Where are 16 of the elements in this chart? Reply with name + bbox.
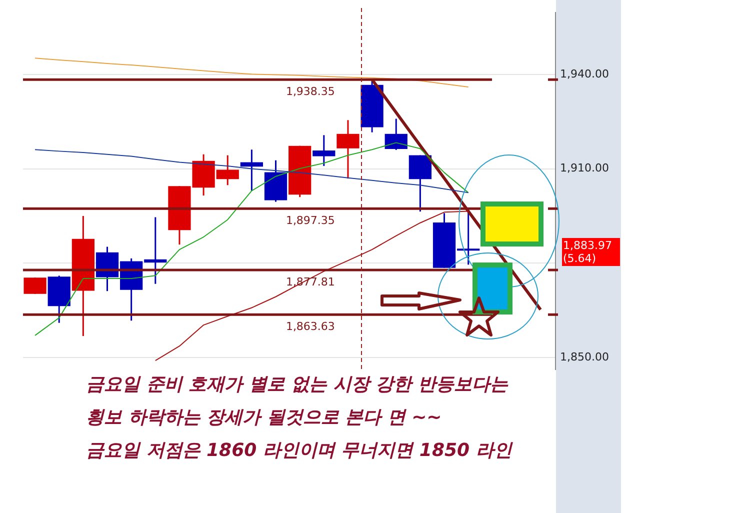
- y-tick-label: 1,940.00: [560, 67, 609, 80]
- candlestick: [384, 118, 408, 151]
- candlestick: [336, 119, 360, 180]
- ref-line-label: 1,897.35: [286, 214, 335, 227]
- y-tick-label: 1,910.00: [560, 162, 609, 175]
- text: 금요일 준비 호재가 별로 없는 시장 강한 반등보다는: [86, 373, 510, 397]
- ref-line-label: 1,863.63: [286, 320, 335, 333]
- text: 횡보 하락하는 장세가 될것으로 본다 면 ~~: [86, 406, 443, 430]
- ref-line-label: 1,938.35: [286, 85, 335, 98]
- candlestick: [408, 154, 432, 212]
- text: 금요일 저점은 1860 라인이며 무너지면 1850 라인: [86, 439, 512, 463]
- candlestick: [240, 148, 263, 192]
- candlestick: [24, 276, 46, 295]
- y-tick-label: 1,850.00: [560, 350, 609, 364]
- candlestick: [312, 134, 336, 167]
- text: 1,883.97 (5.64): [562, 238, 620, 266]
